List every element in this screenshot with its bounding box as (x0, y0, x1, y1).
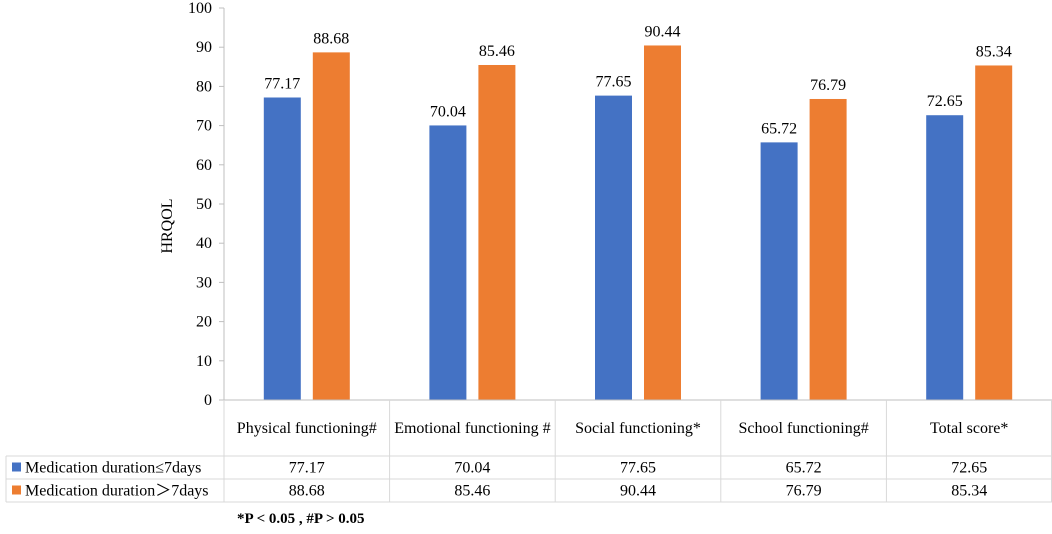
table-cell-value: 65.72 (786, 460, 822, 477)
table-cell-value: 76.79 (786, 483, 822, 500)
y-axis-title: HRQOL (159, 198, 176, 253)
data-label: 77.17 (264, 75, 300, 92)
bar-series1 (760, 142, 798, 400)
table-cell-value: 77.65 (620, 460, 656, 477)
chart: 0 10 20 30 40 50 60 70 80 90 100 77.17 88.68 70.04 85… (5, 0, 1052, 503)
category-label: Social functioning* (575, 420, 701, 437)
bar-series1 (263, 97, 301, 401)
data-label: 85.46 (479, 43, 515, 60)
y-tick-label: 20 (196, 314, 212, 331)
significance-footnote: *P < 0.05 , #P > 0.05 (237, 511, 365, 527)
bar-series2 (312, 52, 350, 401)
legend-label: Medication duration＞7days (25, 483, 209, 500)
category-label: Emotional functioning # (394, 420, 550, 437)
bar-series1 (926, 115, 964, 400)
y-tick-label: 30 (196, 274, 212, 291)
data-label: 70.04 (430, 103, 466, 120)
table-cell-value: 85.46 (454, 483, 490, 500)
legend-swatch (12, 462, 21, 472)
y-tick-label: 100 (188, 0, 212, 17)
category-label: School functioning# (738, 420, 868, 437)
y-tick-label: 10 (196, 353, 212, 370)
y-tick-label: 70 (196, 118, 212, 135)
category-label: Physical functioning# (237, 420, 377, 437)
legend-label: Medication duration≤7days (25, 460, 201, 477)
data-label: 88.68 (313, 30, 349, 47)
y-tick-label: 40 (196, 235, 212, 252)
y-tick-label: 80 (196, 78, 212, 95)
y-tick-label: 90 (196, 39, 212, 56)
data-label: 72.65 (927, 93, 963, 110)
table-cell-value: 70.04 (454, 460, 490, 477)
table-cell-value: 90.44 (620, 483, 656, 500)
data-label: 90.44 (645, 23, 681, 40)
bar-series2 (975, 65, 1013, 401)
table-cell-value: 85.34 (951, 483, 987, 500)
table-cell-value: 88.68 (289, 483, 325, 500)
table-cell-value: 72.65 (951, 460, 987, 477)
data-label: 77.65 (596, 74, 632, 91)
bar-series2 (809, 98, 847, 400)
data-label: 85.34 (976, 43, 1012, 60)
bar-series1 (595, 95, 632, 400)
y-tick-label: 50 (196, 196, 212, 213)
table-cell-value: 77.17 (289, 460, 325, 477)
category-label: Total score* (930, 420, 1008, 437)
bar-series2 (644, 45, 681, 401)
bar-series1 (429, 125, 467, 400)
legend-swatch (12, 485, 21, 495)
data-label: 65.72 (761, 120, 797, 137)
data-label: 76.79 (810, 77, 846, 94)
y-tick-label: 0 (204, 392, 212, 409)
y-tick-label: 60 (196, 157, 212, 174)
bar-series2 (478, 64, 516, 401)
